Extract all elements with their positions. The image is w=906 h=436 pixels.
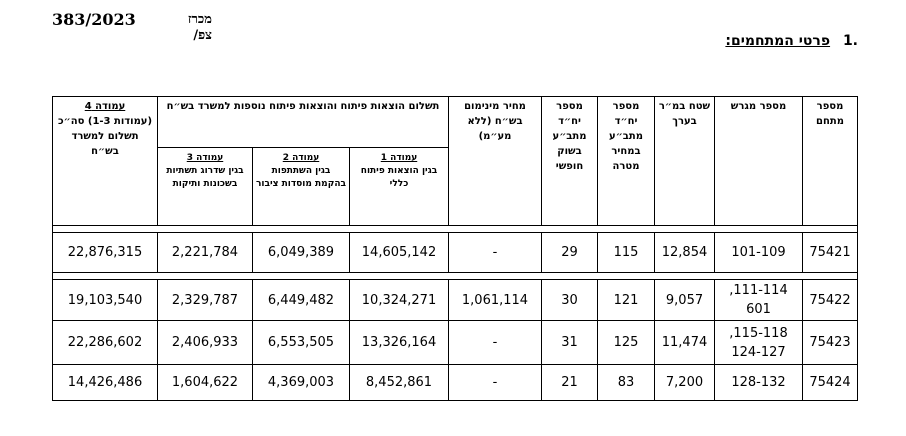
tender-number: 383/2023 bbox=[52, 10, 136, 29]
cell-min-price: - bbox=[448, 232, 542, 273]
cell-units-target: 115 bbox=[597, 232, 655, 273]
header-column-2: עמודה 2 בגין השתתפות בהקמת מוסדות ציבור bbox=[252, 147, 350, 226]
table-row: 75424 128-132 7,200 83 21 - 8,452,861 4,… bbox=[52, 364, 858, 401]
cell-column-2: 6,553,505 bbox=[252, 320, 350, 365]
cell-column-1: 14,605,142 bbox=[349, 232, 449, 273]
cell-min-price: - bbox=[448, 320, 542, 365]
cell-complex: 75423 bbox=[802, 320, 858, 365]
column-1-description: בגין הוצאות פיתוח כללי bbox=[360, 166, 438, 189]
header-column-1: עמודה 1 בגין הוצאות פיתוח כללי bbox=[349, 147, 449, 226]
cell-complex: 75424 bbox=[802, 364, 858, 401]
section-heading: 1. פרטי המתחמים: bbox=[725, 33, 858, 49]
cell-area: 12,854 bbox=[654, 232, 715, 273]
header-plot-number: מספר מגרש bbox=[714, 96, 803, 226]
section-number: 1. bbox=[842, 33, 858, 49]
table-row: 75422 111-114, 601 9,057 121 30 1,061,11… bbox=[52, 279, 858, 321]
column-2-description: בגין השתתפות בהקמת מוסדות ציבור bbox=[256, 166, 346, 189]
header-payment-group: תשלום הוצאות פיתוח והוצאות פיתוח נוספות … bbox=[157, 96, 449, 148]
cell-units-free: 29 bbox=[541, 232, 598, 273]
cell-complex: 75422 bbox=[802, 279, 858, 321]
cell-column-1: 13,326,164 bbox=[349, 320, 449, 365]
cell-plots: 111-114, 601 bbox=[714, 279, 803, 321]
table-spacer bbox=[52, 272, 858, 280]
cell-column-4: 14,426,486 bbox=[52, 364, 158, 401]
cell-units-target: 121 bbox=[597, 279, 655, 321]
cell-column-1: 8,452,861 bbox=[349, 364, 449, 401]
cell-units-free: 31 bbox=[541, 320, 598, 365]
column-4-description: (עמודות 1-3) סה״כ תשלום למשרד בש״ח bbox=[57, 116, 153, 157]
cell-column-3: 1,604,622 bbox=[157, 364, 253, 401]
header-units-target-price: מספר יח״ד מתב״ע במחיר מטרה bbox=[597, 96, 655, 226]
table-spacer bbox=[52, 225, 858, 233]
cell-plots: 101-109 bbox=[714, 232, 803, 273]
cell-area: 7,200 bbox=[654, 364, 715, 401]
header-units-free-market: מספר יח״ד מתב״ע בשוק חופשי bbox=[541, 96, 598, 226]
header-column-4: עמודה 4 (עמודות 1-3) סה״כ תשלום למשרד בש… bbox=[52, 96, 158, 226]
complexes-table: מספר מתחם מספר מגרש שטח במ״ר בערך מספר י… bbox=[52, 96, 858, 401]
header-area: שטח במ״ר בערך bbox=[654, 96, 715, 226]
column-1-title: עמודה 1 bbox=[380, 153, 418, 163]
cell-units-free: 21 bbox=[541, 364, 598, 401]
header-complex-number: מספר מתחם bbox=[802, 96, 858, 226]
cell-column-4: 19,103,540 bbox=[52, 279, 158, 321]
cell-column-2: 6,049,389 bbox=[252, 232, 350, 273]
cell-units-target: 125 bbox=[597, 320, 655, 365]
section-title: פרטי המתחמים: bbox=[725, 33, 831, 49]
table-row: 75421 101-109 12,854 115 29 - 14,605,142… bbox=[52, 232, 858, 273]
cell-column-3: 2,406,933 bbox=[157, 320, 253, 365]
cell-column-3: 2,221,784 bbox=[157, 232, 253, 273]
cell-column-2: 4,369,003 bbox=[252, 364, 350, 401]
cell-plots: 128-132 bbox=[714, 364, 803, 401]
column-3-title: עמודה 3 bbox=[186, 153, 224, 163]
cell-plots: 115-118, 124-127 bbox=[714, 320, 803, 365]
cell-column-4: 22,286,602 bbox=[52, 320, 158, 365]
cell-min-price: 1,061,114 bbox=[448, 279, 542, 321]
cell-complex: 75421 bbox=[802, 232, 858, 273]
cell-units-target: 83 bbox=[597, 364, 655, 401]
column-3-description: בגין שדרוג תשתיות בשכונות ותיקות bbox=[166, 166, 244, 189]
tender-label: מכרז צפ/ bbox=[187, 12, 212, 43]
cell-area: 9,057 bbox=[654, 279, 715, 321]
table-row: 75423 115-118, 124-127 11,474 125 31 - 1… bbox=[52, 320, 858, 365]
cell-column-2: 6,449,482 bbox=[252, 279, 350, 321]
cell-column-1: 10,324,271 bbox=[349, 279, 449, 321]
cell-units-free: 30 bbox=[541, 279, 598, 321]
header-column-3: עמודה 3 בגין שדרוג תשתיות בשכונות ותיקות bbox=[157, 147, 253, 226]
cell-min-price: - bbox=[448, 364, 542, 401]
column-4-title: עמודה 4 bbox=[84, 101, 126, 112]
header-minimum-price: מחיר מינימום בש״ח (ללא מע״מ) bbox=[448, 96, 542, 226]
column-2-title: עמודה 2 bbox=[282, 153, 320, 163]
tender-header: 383/2023 מכרז צפ/ bbox=[52, 10, 212, 43]
cell-area: 11,474 bbox=[654, 320, 715, 365]
cell-column-3: 2,329,787 bbox=[157, 279, 253, 321]
cell-column-4: 22,876,315 bbox=[52, 232, 158, 273]
